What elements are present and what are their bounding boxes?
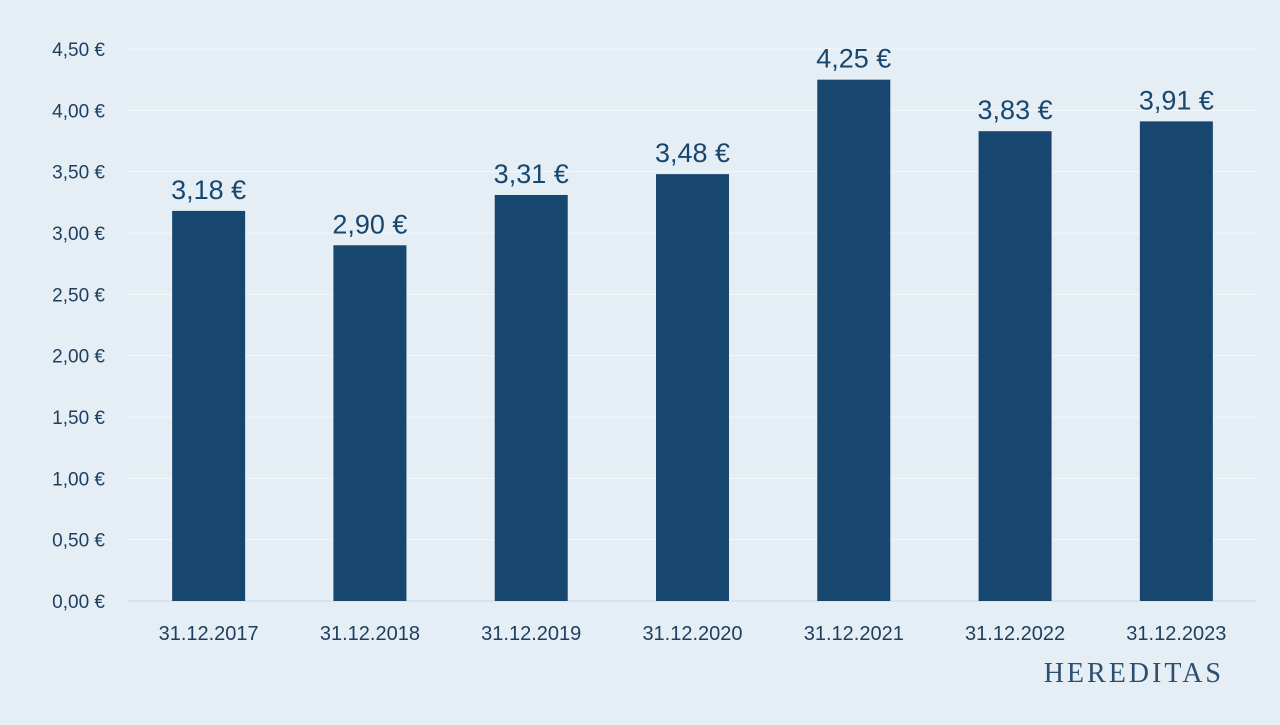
y-tick-label: 3,50 € (52, 163, 105, 184)
y-tick-label: 1,50 € (52, 408, 105, 429)
x-tick-label: 31.12.2021 (804, 623, 904, 645)
y-tick-label: 1,00 € (52, 469, 105, 490)
bar (494, 194, 568, 601)
x-tick-label: 31.12.2020 (642, 623, 742, 645)
brand-logo: HEREDITAS (1043, 658, 1224, 689)
y-tick-label: 2,00 € (52, 347, 105, 368)
y-tick-label: 4,00 € (52, 101, 105, 122)
data-label: 2,90 € (332, 209, 407, 239)
bars (172, 79, 1213, 602)
bar (333, 245, 407, 601)
y-tick-label: 2,50 € (52, 285, 105, 306)
x-tick-label: 31.12.2018 (320, 623, 420, 645)
x-tick-label: 31.12.2022 (965, 623, 1065, 645)
y-tick-label: 3,00 € (52, 224, 105, 245)
bar (817, 79, 891, 601)
data-label: 3,31 € (494, 159, 569, 189)
y-tick-label: 0,00 € (52, 592, 105, 613)
bar (978, 131, 1052, 602)
bar (1139, 121, 1213, 601)
data-labels: 3,18 € 2,90 € 3,31 € 3,48 € 4,25 € 3,83 € 3,91… (171, 44, 1214, 240)
bar (172, 210, 246, 602)
x-tick-label: 31.12.2017 (159, 623, 259, 645)
y-axis-ticks: 0,00 € 0,50 € 1,00 € 1,50 € 2,00 € 2,50 € 3,00… (52, 40, 105, 613)
y-tick-label: 4,50 € (52, 40, 105, 61)
y-tick-label: 0,50 € (52, 531, 105, 552)
data-label: 3,91 € (1139, 85, 1214, 115)
data-label: 3,83 € (978, 95, 1053, 125)
data-label: 4,25 € (816, 44, 891, 74)
data-label: 3,18 € (171, 175, 246, 205)
x-axis-categories: 31.12.2017 31.12.2018 31.12.2019 31.12.2020… (159, 623, 1227, 645)
bar (656, 174, 729, 601)
x-tick-label: 31.12.2019 (481, 623, 581, 645)
x-tick-label: 31.12.2023 (1126, 623, 1226, 645)
data-label: 3,48 € (655, 138, 730, 168)
